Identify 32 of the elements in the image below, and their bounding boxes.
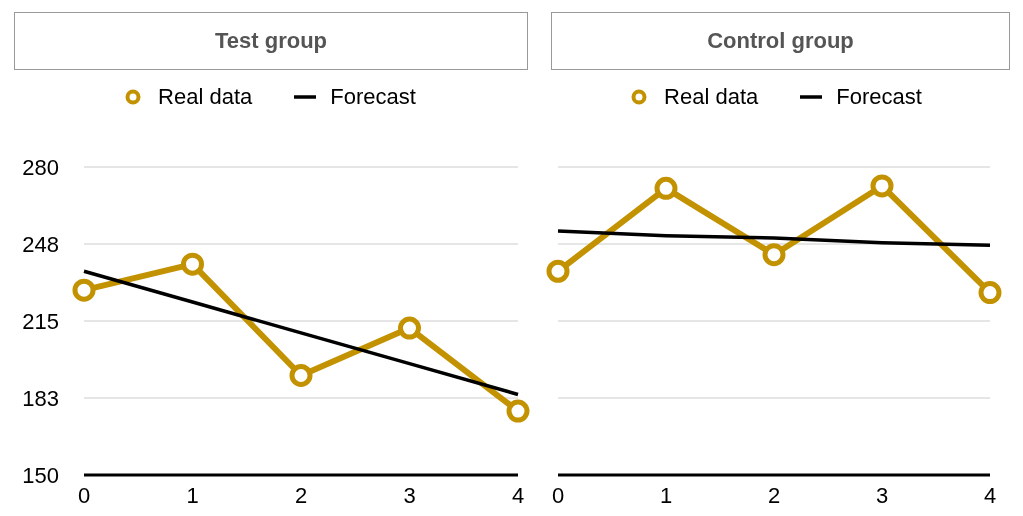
point [870,174,894,198]
point [762,243,786,267]
x-tick-label: 2 [767,482,781,508]
x-tick-label: 3 [403,482,416,508]
x-tick-label: 0 [551,482,565,508]
chart-title: Test group [14,12,528,70]
point [978,281,1002,305]
y-tick-label: 280 [22,154,59,180]
legend-label: Real data [664,84,759,110]
point [506,399,530,423]
legend-label: Forecast [836,84,922,110]
y-tick-label: 215 [22,308,59,334]
point [654,176,678,200]
chart-title: Control group [551,12,1010,70]
point [546,259,570,283]
point [398,316,421,340]
legend-label: Forecast [330,84,416,110]
y-tick-label: 183 [22,385,59,411]
y-tick-label: 150 [22,462,59,488]
x-tick-label: 1 [186,482,199,508]
x-tick-label: 4 [511,482,525,508]
line-series [82,269,520,397]
point [181,252,204,276]
x-tick-label: 3 [875,482,889,508]
y-tick-label: 248 [22,231,59,257]
x-tick-label: 1 [659,482,673,508]
legend-label: Real data [158,84,253,110]
x-tick-label: 0 [77,482,91,508]
point [289,363,313,387]
x-tick-label: 4 [983,482,997,508]
point [72,278,96,302]
x-tick-label: 2 [294,482,308,508]
